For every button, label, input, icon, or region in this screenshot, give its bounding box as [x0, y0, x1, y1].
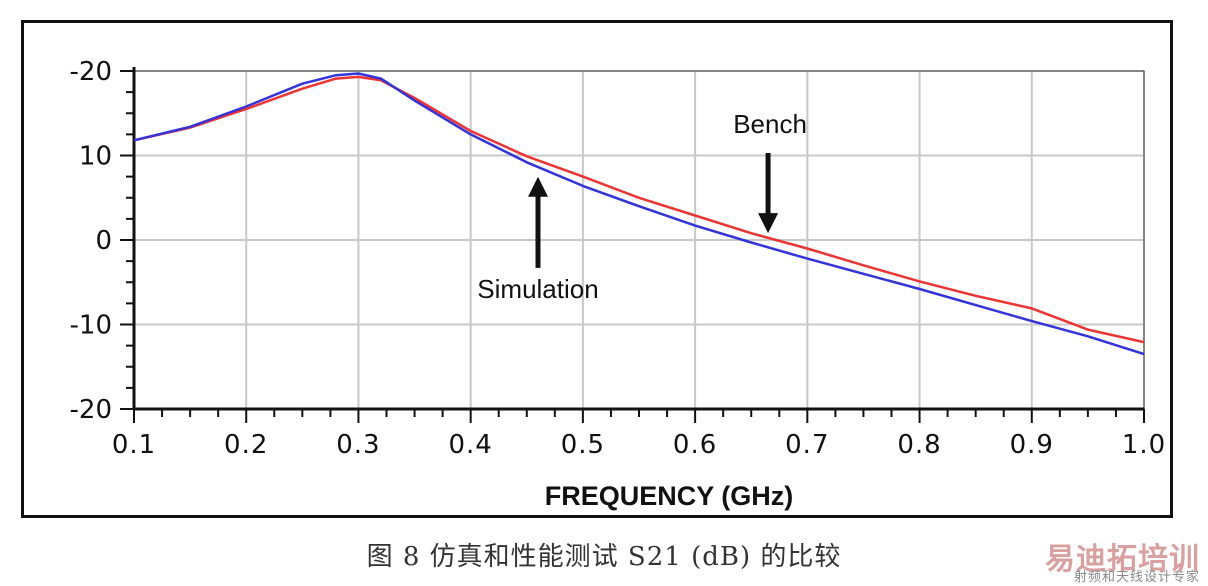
watermark-subtitle: 射频和天线设计专家: [1073, 570, 1200, 585]
y-tick-label: 10: [79, 142, 112, 172]
x-axis-label: FREQUENCY (GHz): [545, 481, 794, 511]
annotation-label: Simulation: [477, 274, 598, 304]
y-tick-label: 0: [95, 226, 112, 256]
figure-caption: 图 8 仿真和性能测试 S21 (dB) 的比较: [366, 542, 842, 572]
x-tick-label: 0.3: [336, 430, 380, 460]
series-line-1: [133, 72, 1145, 356]
x-tick-label: 0.2: [224, 430, 268, 460]
annotation-label: Bench: [733, 109, 807, 139]
y-tick-label: -20: [70, 57, 112, 87]
x-tick-label: 1.0: [1122, 430, 1166, 460]
watermark-logo: 易迪拓培训: [1045, 542, 1200, 577]
x-tick-label: 0.6: [673, 430, 717, 460]
x-tick-label: 0.1: [112, 430, 156, 460]
x-tick-label: 0.9: [1010, 430, 1054, 460]
x-tick-label: 0.8: [897, 430, 941, 460]
chart-frame: -20 10 0 -10 -20 0.1 0.2 0.3 0.4 0.5 0.6 0.7 0.8 0.9 1…: [21, 20, 1173, 518]
y-tick-label: -10: [70, 311, 112, 341]
series-line-0: [133, 75, 1145, 344]
x-tick-label: 0.4: [448, 430, 492, 460]
x-tick-label: 0.7: [785, 430, 829, 460]
x-tick-label: 0.5: [561, 430, 605, 460]
y-tick-label: -20: [70, 395, 112, 425]
